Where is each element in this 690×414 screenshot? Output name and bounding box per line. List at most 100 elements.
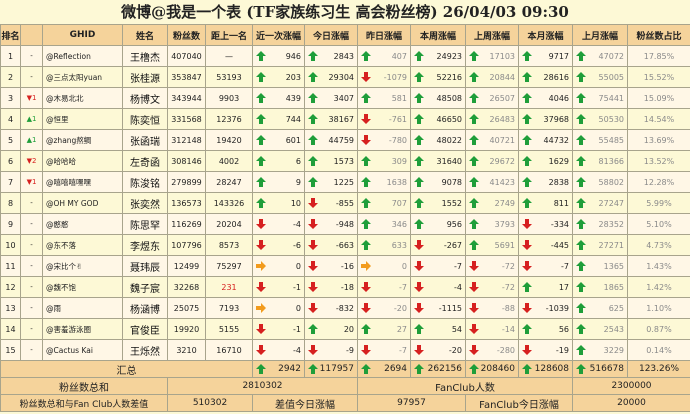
down-arrow-icon xyxy=(361,72,371,82)
ghid-cell: @木易北北 xyxy=(42,87,123,109)
lweek-cell: -72 xyxy=(465,276,519,298)
name-cell: 杨博文 xyxy=(122,87,168,109)
up-arrow-icon xyxy=(522,177,532,187)
name-cell: 李煜东 xyxy=(122,234,168,256)
down-arrow-icon xyxy=(361,135,371,145)
up-arrow-icon xyxy=(414,135,424,145)
week-cell: -7 xyxy=(410,255,466,277)
leaderboard-table: 排名 GHID 姓名 粉丝数 距上一名 近一次涨幅 今日涨幅 昨日涨幅 本周涨幅 上周涨幅 本月涨幅… xyxy=(0,24,690,412)
week-cell: 46650 xyxy=(410,108,466,130)
rank-change-cell: - xyxy=(20,318,43,340)
up-arrow-icon xyxy=(256,93,266,103)
month-cell: -334 xyxy=(518,213,573,235)
lweek-cell: 29672 xyxy=(465,150,519,172)
month-cell: 811 xyxy=(518,192,573,214)
rank-down-icon: ▼ xyxy=(26,157,32,165)
today-cell: -948 xyxy=(304,213,358,235)
last-cell: 0 xyxy=(252,255,305,277)
down-arrow-icon xyxy=(308,282,318,292)
down-arrow-icon xyxy=(522,303,532,313)
up-arrow-icon xyxy=(522,156,532,166)
down-arrow-icon xyxy=(414,303,424,313)
last-cell: 0 xyxy=(252,297,305,319)
share-cell: 1.43% xyxy=(627,255,690,277)
up-arrow-icon xyxy=(308,51,318,61)
up-arrow-icon xyxy=(308,135,318,145)
week-cell: 31640 xyxy=(410,150,466,172)
ghid-cell: @东不落 xyxy=(42,234,123,256)
down-arrow-icon xyxy=(308,261,318,271)
share-cell: 1.10% xyxy=(627,297,690,319)
up-arrow-icon xyxy=(522,93,532,103)
last-cell: 601 xyxy=(252,129,305,151)
week-cell: 9078 xyxy=(410,171,466,193)
up-arrow-icon xyxy=(522,114,532,124)
fans-cell: 12499 xyxy=(167,255,206,277)
diff-value: 510302 xyxy=(167,394,253,412)
gap-cell: 9903 xyxy=(205,87,253,109)
summary-share: 123.26% xyxy=(627,360,690,378)
down-arrow-icon xyxy=(522,219,532,229)
header-today: 今日涨幅 xyxy=(304,24,358,46)
rank-cell: 9 xyxy=(0,213,21,235)
lweek-cell: -280 xyxy=(465,339,519,361)
share-cell: 5.99% xyxy=(627,192,690,214)
name-cell: 王烁然 xyxy=(122,339,168,361)
gap-cell: 53193 xyxy=(205,66,253,88)
up-arrow-icon xyxy=(308,177,318,187)
table-row: 1- @Reflection 王橹杰 407040—946 2843 407 24923 17… xyxy=(0,45,690,67)
right-arrow-icon xyxy=(256,261,266,271)
ghid-cell: @Cactus Kai xyxy=(42,339,123,361)
up-arrow-icon xyxy=(414,93,424,103)
rank-change-cell: - xyxy=(20,234,43,256)
month-cell: 28616 xyxy=(518,66,573,88)
name-cell: 官俊臣 xyxy=(122,318,168,340)
last-cell: -1 xyxy=(252,276,305,298)
down-arrow-icon xyxy=(522,261,532,271)
ghid-cell: @zhang熬鲷 xyxy=(42,129,123,151)
last-cell: 439 xyxy=(252,87,305,109)
up-arrow-icon xyxy=(576,324,586,334)
month-cell: 1629 xyxy=(518,150,573,172)
today-cell: -18 xyxy=(304,276,358,298)
lweek-cell: 17103 xyxy=(465,45,519,67)
gap-cell: 231 xyxy=(205,276,253,298)
up-arrow-icon xyxy=(361,93,371,103)
today-cell: -832 xyxy=(304,297,358,319)
up-arrow-icon xyxy=(469,93,479,103)
fans-total-label: 粉丝数总和 xyxy=(0,377,168,395)
week-cell: 1552 xyxy=(410,192,466,214)
up-arrow-icon xyxy=(361,156,371,166)
table-row: 3 ▼1 @木易北北 杨博文 343944 9903 439 3407 581 48508 2650… xyxy=(0,87,690,109)
up-arrow-icon xyxy=(361,198,371,208)
lmonth-cell: 1365 xyxy=(572,255,628,277)
up-arrow-icon xyxy=(414,177,424,187)
rank-change-cell: ▼1 xyxy=(20,171,43,193)
up-arrow-icon xyxy=(256,156,266,166)
up-arrow-icon xyxy=(522,135,532,145)
week-cell: -4 xyxy=(410,276,466,298)
today-cell: -16 xyxy=(304,255,358,277)
gap-cell: 5155 xyxy=(205,318,253,340)
up-arrow-icon xyxy=(522,198,532,208)
last-cell: 744 xyxy=(252,108,305,130)
summary-last: 2942 xyxy=(252,360,305,378)
up-arrow-icon xyxy=(414,156,424,166)
down-arrow-icon xyxy=(256,345,266,355)
rank-cell: 11 xyxy=(0,255,21,277)
today-cell: -663 xyxy=(304,234,358,256)
gap-cell: 75297 xyxy=(205,255,253,277)
summary-diff-row: 粉丝数总和与Fan Club人数差值 510302 差值今日涨幅 97957 F… xyxy=(0,394,690,412)
rank-cell: 1 xyxy=(0,45,21,67)
up-arrow-icon xyxy=(576,51,586,61)
month-cell: 2838 xyxy=(518,171,573,193)
share-cell: 17.85% xyxy=(627,45,690,67)
name-cell: 陈思罕 xyxy=(122,213,168,235)
yday-cell: 633 xyxy=(357,234,411,256)
lmonth-cell: 75441 xyxy=(572,87,628,109)
last-cell: 10 xyxy=(252,192,305,214)
up-arrow-icon xyxy=(576,219,586,229)
month-cell: 17 xyxy=(518,276,573,298)
week-cell: -20 xyxy=(410,339,466,361)
up-arrow-icon xyxy=(414,198,424,208)
